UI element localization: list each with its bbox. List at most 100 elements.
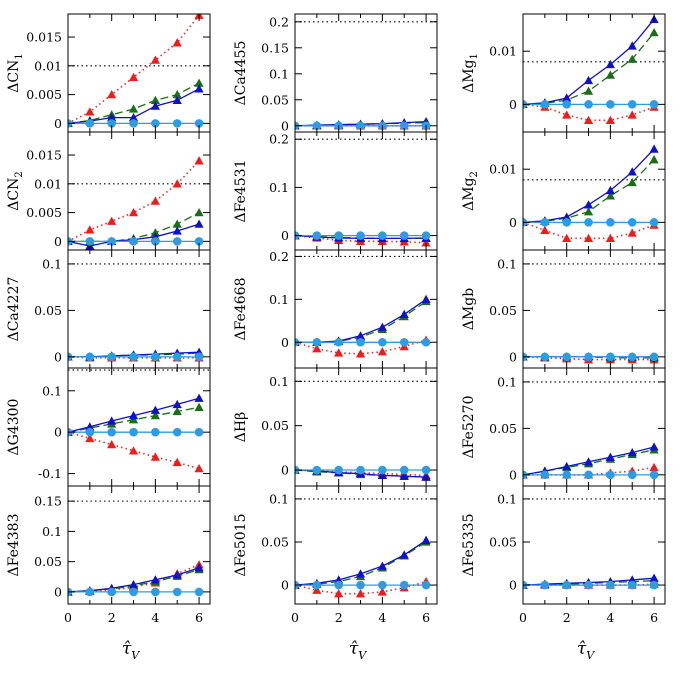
series-group [68, 560, 204, 597]
data-point [356, 580, 365, 590]
y-axis-label: ΔMgb [461, 288, 477, 330]
y-axis-label: ΔFe4668 [233, 278, 249, 341]
data-point [194, 402, 204, 412]
data-point [399, 465, 409, 475]
x-tick-label: 4 [151, 610, 159, 625]
data-point [399, 580, 409, 590]
data-point [605, 70, 615, 79]
data-point [627, 218, 637, 227]
data-point [627, 54, 637, 63]
data-point [399, 337, 409, 347]
data-point [649, 462, 659, 472]
data-point [627, 352, 637, 362]
data-point [194, 563, 204, 572]
panel-Mg1: 0 0.01 ΔMg1 [461, 13, 666, 133]
x-tick-label: 0 [291, 610, 299, 625]
y-axis-label: ΔFe4383 [6, 514, 22, 577]
y-axis-label: ΔFe5335 [461, 514, 477, 577]
data-point [377, 470, 387, 480]
series-group [68, 347, 204, 362]
data-point [399, 309, 409, 319]
panel-Mg2: 0 0.01 ΔMg2 [461, 131, 666, 251]
y-tick-label: 0.01 [489, 162, 517, 177]
data-point [85, 119, 95, 128]
data-point [605, 452, 615, 461]
data-point [649, 573, 659, 582]
panel-frame [522, 485, 666, 605]
y-tick-label: 0 [281, 578, 289, 593]
data-point [334, 580, 343, 590]
data-point [85, 422, 95, 431]
y-axis-label: ΔMg1 [461, 53, 480, 93]
x-tick-label: 6 [422, 610, 430, 625]
data-point [583, 115, 594, 124]
data-point [107, 119, 116, 128]
data-point [583, 457, 594, 466]
data-point [355, 349, 366, 358]
y-tick-label: 0.05 [261, 92, 289, 107]
data-point [107, 237, 116, 246]
data-point [584, 352, 593, 362]
panel-frame [67, 485, 211, 605]
data-point [605, 115, 615, 124]
x-tick-label: 0 [519, 610, 527, 625]
data-point [605, 233, 615, 242]
y-tick-label: 0.1 [497, 256, 517, 271]
data-point [150, 95, 160, 105]
data-point [85, 587, 95, 597]
data-point [649, 442, 659, 451]
data-point [378, 231, 387, 240]
data-point [378, 337, 387, 347]
data-point [355, 331, 366, 340]
x-tick-label: 2 [108, 610, 116, 625]
series-group [295, 117, 431, 131]
data-point [378, 465, 387, 475]
data-point [194, 219, 204, 228]
data-point [107, 352, 116, 362]
data-point [605, 59, 615, 69]
data-point [399, 231, 409, 240]
data-point [377, 347, 387, 356]
data-point [421, 465, 431, 475]
data-point [129, 119, 138, 128]
y-axis-label: ΔFe5270 [461, 396, 477, 459]
series-group [523, 352, 659, 364]
data-point [540, 470, 550, 480]
data-point [172, 570, 182, 579]
y-tick-label: 0.05 [261, 418, 289, 433]
data-point [627, 177, 637, 187]
data-point [421, 238, 431, 247]
data-point [150, 405, 160, 414]
data-point [562, 580, 571, 590]
series-group [295, 294, 431, 358]
data-point [172, 406, 182, 416]
data-point [421, 472, 431, 481]
series-group [68, 156, 204, 250]
data-point [583, 86, 594, 95]
y-tick-label: 0.1 [497, 374, 517, 389]
data-point [85, 225, 95, 234]
y-axis-label: ΔHβ [233, 412, 249, 442]
data-point [649, 28, 659, 37]
y-tick-label: 0 [54, 425, 62, 440]
data-point [194, 393, 204, 402]
data-point [606, 470, 615, 480]
data-point [399, 550, 409, 559]
data-point [605, 191, 615, 200]
data-point [172, 427, 182, 437]
x-tick-label: 2 [563, 610, 571, 625]
data-point [421, 535, 431, 544]
panel-Fe4383: 0 0.05 0.1 0.15 ΔFe4383 [6, 485, 211, 605]
data-point [194, 156, 204, 165]
series-group [523, 14, 659, 124]
data-point [172, 179, 182, 188]
panel-Hbeta: 0 0.05 0.1 ΔHβ [233, 367, 438, 487]
data-point [107, 427, 116, 437]
x-axis-label: τ̂V [349, 639, 367, 662]
y-tick-label: 0.015 [26, 30, 62, 45]
data-point [421, 294, 431, 304]
data-point [151, 427, 160, 437]
data-point [378, 580, 387, 590]
